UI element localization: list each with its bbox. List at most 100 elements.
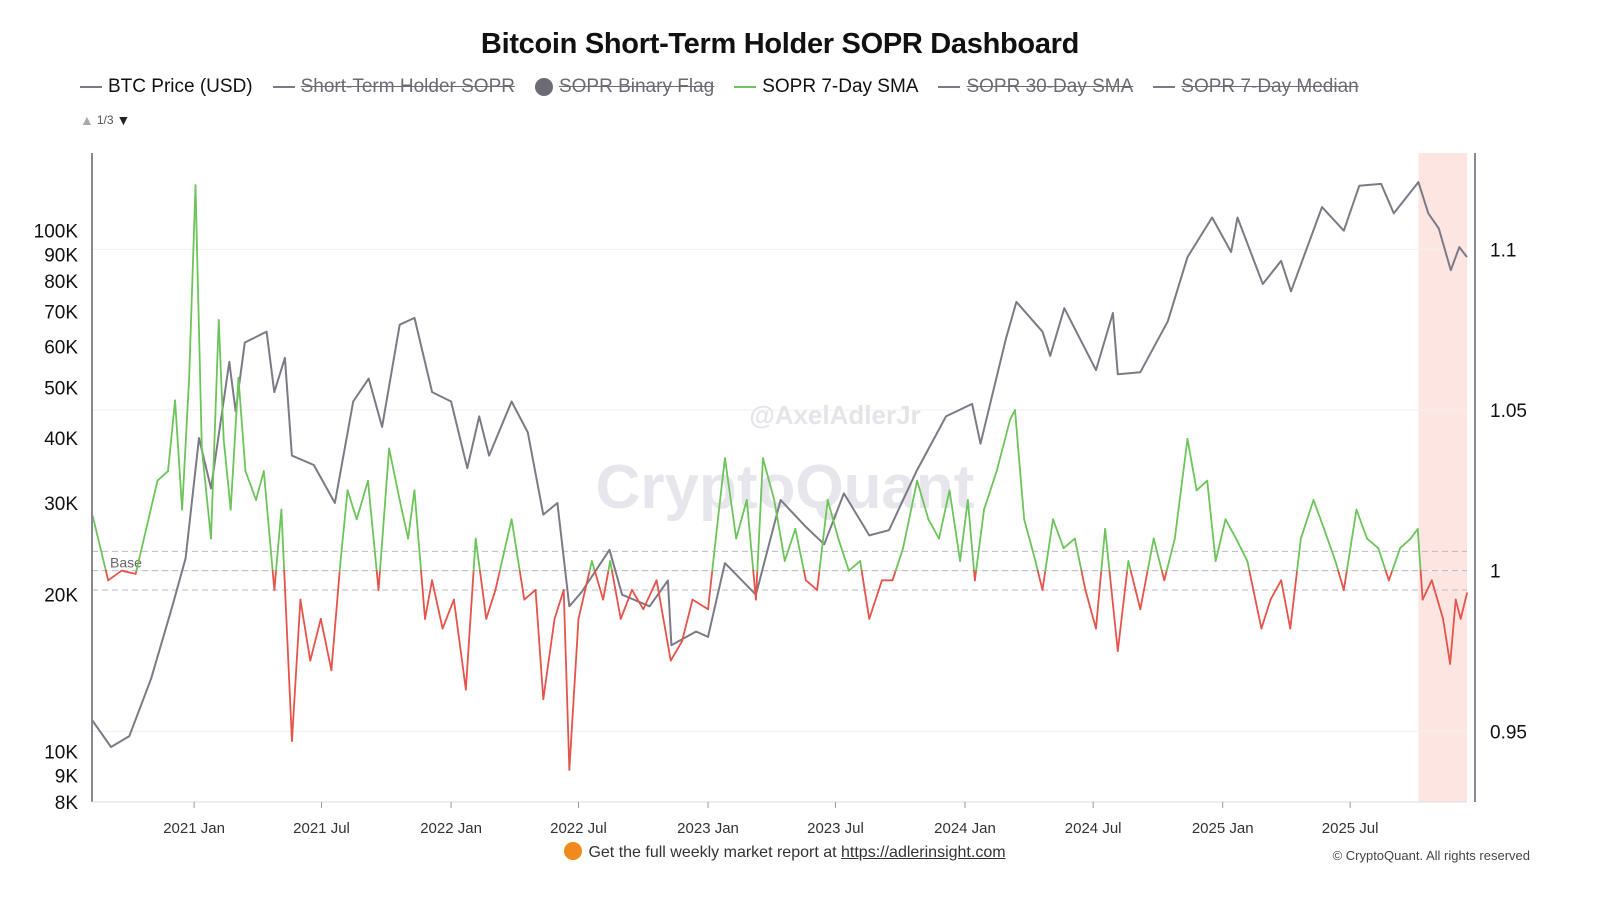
y-left-tick-label: 70K	[44, 302, 78, 323]
sopr-7d-sma-segment	[262, 470, 274, 572]
sopr-7d-sma-segment	[609, 560, 613, 572]
sopr-7d-sma-segment	[407, 489, 416, 540]
legend-item-0[interactable]: BTC Price (USD)	[80, 76, 253, 98]
sopr-7d-sma-segment	[91, 515, 107, 572]
footer: Get the full weekly market report at htt…	[0, 842, 1570, 862]
sopr-7d-sma-segment	[602, 569, 610, 601]
sopr-7d-sma-segment	[902, 479, 919, 550]
sopr-7d-sma-segment	[229, 377, 240, 511]
legend-line-icon	[938, 86, 961, 88]
footer-text: Get the full weekly market report at	[588, 844, 837, 861]
x-tick-label: 2025 Jan	[1192, 820, 1254, 837]
sopr-7d-sma-segment	[346, 489, 358, 521]
sopr-7d-sma-segment	[891, 569, 897, 582]
sopr-7d-sma-segment	[1116, 569, 1129, 652]
sopr-7d-sma-segment	[1062, 537, 1076, 550]
sopr-7d-sma-segment	[188, 184, 197, 379]
sopr-7d-sma-segment	[1399, 537, 1412, 550]
sopr-7d-sma-segment	[1080, 569, 1087, 591]
bitcoin-coin-icon	[564, 842, 583, 860]
legend-item-2[interactable]: SOPR Binary Flag	[534, 76, 715, 98]
sopr-7d-sma-segment	[377, 569, 381, 591]
sopr-7d-sma-segment	[1430, 579, 1444, 620]
legend-line-icon	[80, 86, 102, 88]
sopr-7d-sma-segment	[104, 569, 110, 582]
legend-page-up-icon[interactable]: ▲	[80, 112, 94, 128]
sopr-7d-sma-segment	[773, 499, 786, 562]
legend-item-3[interactable]: SOPR 7-Day SMA	[734, 76, 918, 98]
sopr-7d-sma-segment	[938, 489, 951, 540]
sopr-7d-sma-segment	[619, 589, 633, 620]
sopr-7d-sma-segment	[762, 457, 776, 501]
sopr-7d-sma-segment	[194, 184, 203, 450]
y-left-tick-label: 8K	[55, 793, 79, 814]
sopr-7d-sma-segment	[1095, 569, 1103, 630]
sopr-7d-sma-segment	[210, 319, 220, 540]
sopr-7d-sma-segment	[1224, 518, 1237, 540]
sopr-7d-sma-segment	[367, 479, 378, 572]
y-right-tick-label: 1	[1490, 562, 1501, 583]
y-left-tick-label: 90K	[44, 246, 78, 267]
report-link[interactable]: https://adlerinsight.com	[841, 844, 1006, 861]
x-tick-label: 2023 Jan	[677, 820, 739, 837]
sopr-7d-sma-segment	[452, 598, 467, 691]
sopr-7d-sma-segment	[1269, 579, 1283, 601]
sopr-7d-sma-segment	[1459, 592, 1468, 620]
sopr-7d-sma-segment	[464, 569, 475, 691]
sopr-7d-sma-segment	[1409, 528, 1419, 540]
sopr-7d-sma-segment	[200, 447, 212, 540]
sopr-7d-sma-segment	[995, 418, 1011, 472]
sopr-7d-sma-segment	[1421, 579, 1433, 601]
sopr-7d-sma-segment	[1129, 569, 1142, 611]
legend-label: SOPR Binary Flag	[558, 76, 715, 97]
x-tick-label: 2021 Jul	[293, 820, 350, 837]
legend-line-icon	[734, 86, 757, 88]
sopr-7d-sma-segment	[983, 470, 998, 511]
sopr-7d-sma-segment	[1173, 438, 1189, 540]
legend-item-5[interactable]: SOPR 7-Day Median	[1153, 76, 1359, 98]
sopr-7d-sma-segment	[847, 560, 862, 572]
sopr-7d-sma-segment	[577, 569, 591, 620]
sopr-7d-sma-segment	[1299, 499, 1315, 540]
sopr-7d-sma-segment	[181, 377, 191, 511]
y-left-tick-label: 10K	[44, 743, 78, 764]
x-tick-label: 2024 Jul	[1065, 820, 1122, 837]
legend-item-1[interactable]: Short-Term Holder SOPR	[272, 76, 515, 98]
sopr-7d-sma-segment	[319, 617, 333, 672]
legend-label: BTC Price (USD)	[108, 76, 253, 97]
sopr-7d-sma-segment	[135, 528, 148, 572]
sopr-7d-sma-segment	[379, 447, 391, 572]
sopr-7d-sma-segment	[1334, 560, 1340, 572]
sopr-7d-sma-segment	[1052, 518, 1065, 550]
sopr-7d-sma-segment	[222, 438, 232, 511]
sopr-7d-sma-segment	[894, 547, 904, 572]
watermark-handle: @AxelAdlerJr	[749, 400, 920, 430]
legend-page-down-icon[interactable]: ▼	[116, 112, 131, 128]
sopr-7d-sma-segment	[959, 499, 969, 562]
sopr-7d-sma-segment	[1345, 508, 1358, 572]
sopr-7d-sma-segment	[1186, 438, 1198, 492]
sopr-7d-sma-segment	[330, 569, 341, 672]
sopr-7d-sma-segment	[859, 560, 863, 572]
legend-item-4[interactable]: SOPR 30-Day SMA	[938, 76, 1133, 98]
y-left-tick-label: 100K	[34, 222, 79, 243]
sopr-7d-sma-segment	[309, 617, 322, 662]
sopr-7d-sma-segment	[431, 579, 444, 630]
sopr-7d-sma-segment	[1419, 569, 1424, 601]
sopr-7d-sma-segment	[1023, 518, 1037, 562]
sopr-7d-sma-segment	[1165, 537, 1176, 572]
sopr-7d-sma-segment	[716, 457, 726, 521]
sopr-7d-sma-segment	[691, 598, 709, 611]
sopr-7d-sma-segment	[413, 489, 422, 572]
btc-price-line	[91, 181, 1468, 748]
sopr-7d-sma-segment	[280, 508, 286, 572]
sopr-7d-sma-segment	[275, 508, 283, 572]
sopr-7d-sma-segment	[494, 569, 501, 591]
sopr-7d-sma-segment	[1195, 479, 1209, 492]
sopr-7d-sma-segment	[1146, 537, 1155, 572]
sopr-7d-sma-segment	[1454, 598, 1462, 620]
sopr-7d-sma-segment	[1337, 569, 1345, 591]
sopr-7d-sma-segment	[441, 598, 455, 630]
sopr-7d-sma-segment	[398, 499, 410, 540]
legend-page-indicator: 1/3	[96, 113, 114, 127]
